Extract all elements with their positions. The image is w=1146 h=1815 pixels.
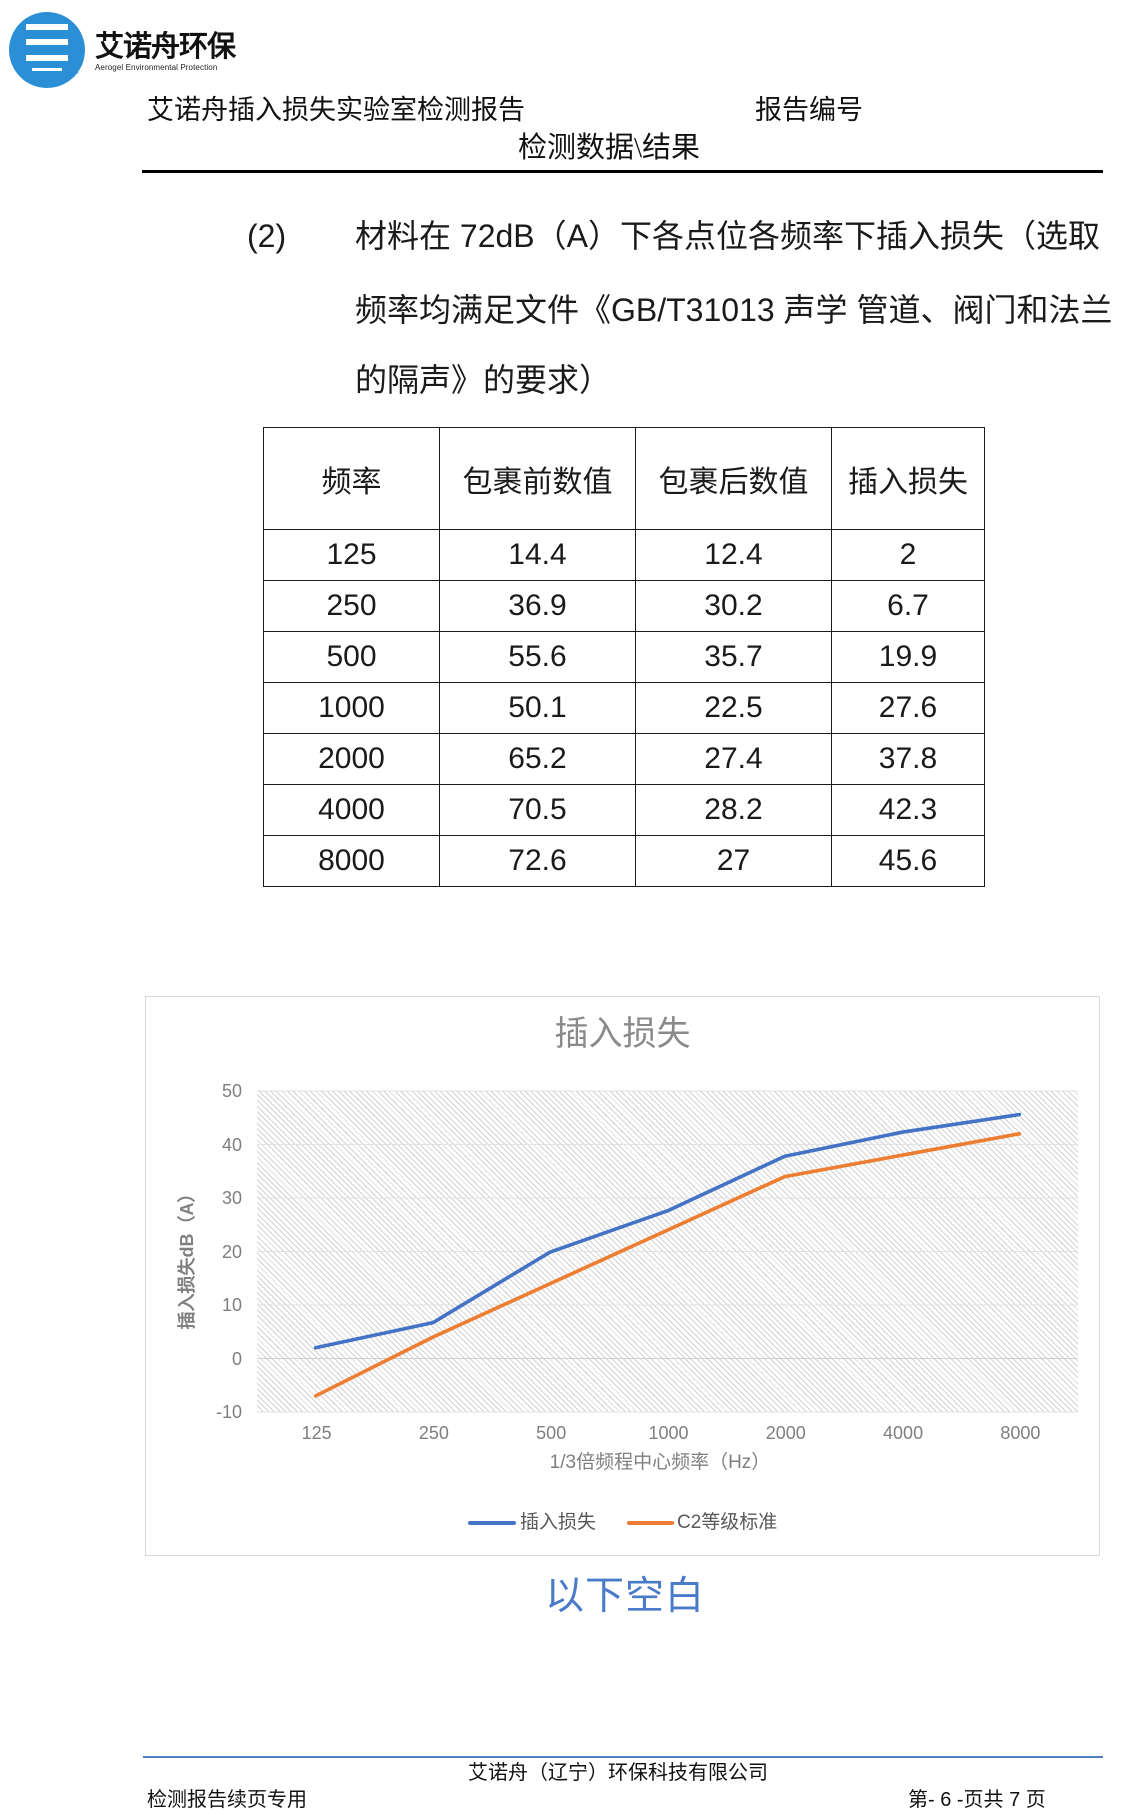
cell-before-wrap: 72.6 (439, 835, 636, 887)
cell-after-wrap: 27.4 (635, 733, 832, 785)
cell-insertion-loss: 19.9 (831, 631, 985, 683)
y-tick-label: 10 (221, 1295, 242, 1315)
table-row: 125 14.4 12.4 2 (263, 529, 985, 581)
cell-before-wrap: 36.9 (439, 580, 636, 632)
x-tick-label: 1000 (648, 1423, 689, 1443)
column-header-after-wrap: 包裹后数值 (635, 427, 832, 530)
cell-after-wrap: 27 (635, 835, 832, 887)
paragraph-line: 频率均满足文件《GB/T31013 声学 管道、阀门和法兰 (355, 292, 1113, 328)
y-tick-label: 30 (221, 1188, 242, 1208)
cell-frequency: 2000 (263, 733, 440, 785)
table-row: 4000 70.5 28.2 42.3 (263, 784, 985, 836)
report-number-label: 报告编号 (755, 95, 863, 125)
cell-frequency: 4000 (263, 784, 440, 836)
insertion-loss-table: 频率 包裹前数值 包裹后数值 插入损失 125 14.4 12.4 2 250 … (263, 427, 985, 887)
company-logo-icon (9, 12, 85, 88)
brand-tagline: Aerogel Environmental Protection (95, 63, 218, 72)
header-divider (142, 170, 1103, 173)
x-axis-title: 1/3倍频程中心频率（Hz） (549, 1452, 771, 1473)
cell-after-wrap: 22.5 (635, 682, 832, 734)
cell-insertion-loss: 42.3 (831, 784, 985, 836)
y-tick-label: 0 (231, 1348, 242, 1369)
table-row: 1000 50.1 22.5 27.6 (263, 682, 985, 734)
paragraph-line: 的隔声》的要求） (355, 362, 612, 398)
x-tick-label: 8000 (1000, 1423, 1041, 1443)
cell-insertion-loss: 37.8 (831, 733, 985, 785)
y-tick-label: -10 (215, 1402, 242, 1422)
y-tick-label: 40 (221, 1134, 242, 1155)
table-row: 8000 72.6 27 45.6 (263, 835, 985, 887)
cell-frequency: 1000 (263, 682, 440, 734)
y-axis-title: 插入损失dB（A） (177, 1184, 197, 1330)
section-title: 检测数据\结果 (518, 132, 701, 164)
x-tick-label: 125 (301, 1423, 332, 1443)
report-title: 艾诺舟插入损失实验室检测报告 (147, 95, 525, 125)
legend-label-c2-standard: C2等级标准 (677, 1512, 778, 1533)
column-header-before-wrap: 包裹前数值 (439, 427, 636, 530)
cell-frequency: 8000 (263, 835, 440, 887)
cell-after-wrap: 12.4 (635, 529, 832, 581)
x-tick-label: 2000 (765, 1423, 806, 1443)
chart-title: 插入损失 (554, 1015, 691, 1053)
cell-insertion-loss: 45.6 (831, 835, 985, 887)
footer-note: 检测报告续页专用 (147, 1789, 307, 1811)
x-tick-label: 500 (536, 1423, 567, 1443)
y-tick-label: 20 (221, 1241, 242, 1262)
table-header-row: 频率 包裹前数值 包裹后数值 插入损失 (263, 427, 985, 530)
brand-name: 艾诺舟环保 (95, 31, 236, 63)
page-number: 第- 6 -页共 7 页 (908, 1789, 1046, 1811)
table-row: 2000 65.2 27.4 37.8 (263, 733, 985, 785)
cell-before-wrap: 50.1 (439, 682, 636, 734)
footer-company-name: 艾诺舟（辽宁）环保科技有限公司 (468, 1762, 768, 1784)
x-tick-label: 250 (418, 1423, 449, 1443)
column-header-frequency: 频率 (263, 427, 440, 530)
cell-after-wrap: 28.2 (635, 784, 832, 836)
footer-divider (143, 1756, 1103, 1758)
table-row: 500 55.6 35.7 19.9 (263, 631, 985, 683)
x-tick-label: 4000 (883, 1423, 924, 1443)
cell-after-wrap: 35.7 (635, 631, 832, 683)
paragraph-index: (2) (247, 218, 287, 254)
cell-after-wrap: 30.2 (635, 580, 832, 632)
cell-before-wrap: 55.6 (439, 631, 636, 683)
cell-insertion-loss: 6.7 (831, 580, 985, 632)
cell-before-wrap: 65.2 (439, 733, 636, 785)
legend-line-icon (468, 1521, 516, 1525)
blank-below-note: 以下空白 (545, 1575, 706, 1618)
cell-insertion-loss: 2 (831, 529, 985, 581)
table-row: 250 36.9 30.2 6.7 (263, 580, 985, 632)
cell-before-wrap: 70.5 (439, 784, 636, 836)
cell-frequency: 125 (263, 529, 440, 581)
column-header-insertion-loss: 插入损失 (831, 427, 985, 530)
legend-line-icon (627, 1521, 674, 1525)
insertion-loss-chart: 插入损失 50 40 30 20 10 0 -10 125 250 500 10… (145, 996, 1100, 1556)
legend-label-insertion-loss: 插入损失 (520, 1512, 597, 1533)
cell-insertion-loss: 27.6 (831, 682, 985, 734)
cell-frequency: 500 (263, 631, 440, 683)
paragraph-line: 材料在 72dB（A）下各点位各频率下插入损失（选取 (355, 218, 1100, 254)
cell-frequency: 250 (263, 580, 440, 632)
plot-area (257, 1091, 1078, 1412)
y-tick-label: 50 (221, 1081, 242, 1101)
cell-before-wrap: 14.4 (439, 529, 636, 581)
